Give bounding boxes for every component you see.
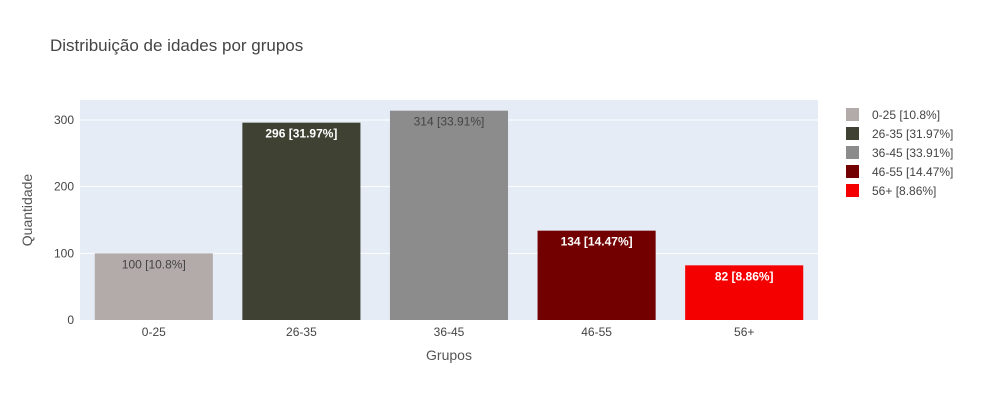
bar-46-55[interactable] xyxy=(537,230,656,320)
legend-item[interactable]: 46-55 [14.47%] xyxy=(846,165,953,179)
bar-26-35[interactable] xyxy=(242,122,361,321)
legend-swatch xyxy=(846,184,859,197)
legend-label: 0-25 [10.8%] xyxy=(872,108,940,122)
x-tick-label: 36-45 xyxy=(434,325,465,339)
legend-item[interactable]: 0-25 [10.8%] xyxy=(846,108,940,122)
legend-label: 26-35 [31.97%] xyxy=(872,127,953,141)
legend-swatch xyxy=(846,108,859,121)
legend-swatch xyxy=(846,165,859,178)
legend-item[interactable]: 26-35 [31.97%] xyxy=(846,127,953,141)
legend-swatch xyxy=(846,146,859,159)
bar-0-25[interactable] xyxy=(94,253,213,320)
bar-labels: 100 [10.8%] 296 [31.97%] 314 [33.91%] 134 [… xyxy=(122,115,774,284)
legend-swatch xyxy=(846,127,859,140)
x-tick-label: 46-55 xyxy=(581,325,612,339)
chart-title: Distribuição de idades por grupos xyxy=(50,36,303,55)
bar-value-label: 100 [10.8%] xyxy=(122,257,186,271)
bar-value-label: 82 [8.86%] xyxy=(715,269,774,283)
bar-56plus[interactable] xyxy=(685,265,804,320)
x-tick-label: 0-25 xyxy=(142,325,166,339)
legend[interactable]: 0-25 [10.8%] 26-35 [31.97%] 36-45 [33.91%]… xyxy=(846,108,953,198)
y-tick-label: 300 xyxy=(54,113,74,127)
bar-36-45[interactable] xyxy=(389,110,509,321)
x-axis-ticks: 0-25 26-35 36-45 46-55 56+ xyxy=(142,325,755,339)
y-tick-label: 100 xyxy=(54,246,74,260)
bars xyxy=(94,110,804,321)
x-axis-title: Grupos xyxy=(426,347,472,363)
bar-value-label: 314 [33.91%] xyxy=(414,115,485,129)
legend-label: 46-55 [14.47%] xyxy=(872,165,953,179)
x-tick-label: 56+ xyxy=(734,325,754,339)
y-tick-label: 0 xyxy=(67,313,74,327)
legend-label: 36-45 [33.91%] xyxy=(872,146,953,160)
legend-item[interactable]: 56+ [8.86%] xyxy=(846,184,936,198)
y-axis-title: Quantidade xyxy=(19,174,35,247)
legend-item[interactable]: 36-45 [33.91%] xyxy=(846,146,953,160)
bar-value-label: 296 [31.97%] xyxy=(265,127,337,141)
x-tick-label: 26-35 xyxy=(286,325,317,339)
y-axis-ticks: 0 100 200 300 xyxy=(54,113,74,327)
legend-label: 56+ [8.86%] xyxy=(872,184,936,198)
bar-value-label: 134 [14.47%] xyxy=(561,235,633,249)
y-tick-label: 200 xyxy=(54,180,74,194)
